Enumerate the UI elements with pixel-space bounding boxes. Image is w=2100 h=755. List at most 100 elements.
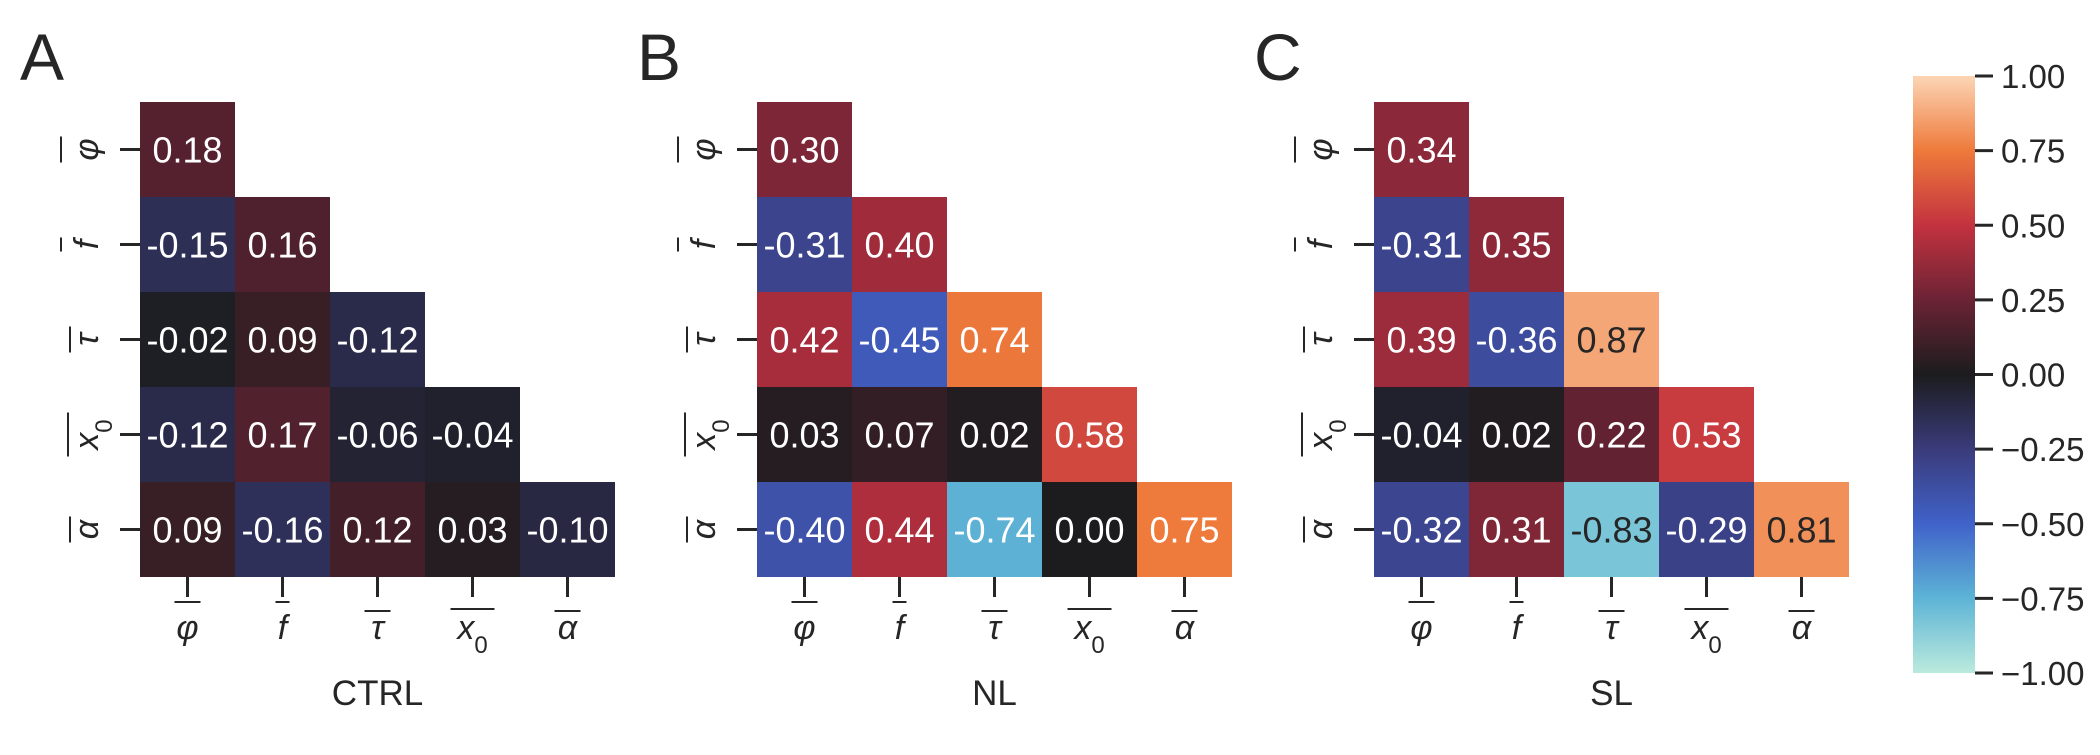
heatmap-cell	[1042, 387, 1137, 482]
x-tick-label: f	[892, 601, 908, 647]
heatmap-cell	[330, 387, 425, 482]
y-tick-label-text: α	[1302, 518, 1340, 539]
x-axis-label: CTRL	[332, 674, 423, 713]
cell-value-label: 0.87	[1576, 320, 1646, 361]
cell-value-label: -0.83	[1570, 510, 1652, 551]
heatmap-cell	[1659, 482, 1754, 577]
x-tick-label: x0	[1684, 608, 1729, 659]
x-tick-label: f	[1509, 601, 1525, 647]
heatmap-cell	[1469, 292, 1564, 387]
heatmap-cell	[852, 482, 947, 577]
x-tick-label: x0	[1067, 608, 1112, 659]
x-tick-label: α	[1171, 609, 1198, 647]
colorbar-tick-label: −0.75	[2001, 580, 2085, 617]
heatmap-cell	[235, 292, 330, 387]
colorbar: 1.00 0.75 0.50 0.25 0.00 −0.25 −0.50 −0.75 −1.00	[1913, 58, 2085, 692]
heatmap-cell	[1469, 387, 1564, 482]
cell-value-label: 0.22	[1576, 415, 1646, 456]
cell-value-label: 0.02	[1481, 415, 1551, 456]
heatmap-cell	[330, 482, 425, 577]
y-tick-label-text: τ	[68, 331, 106, 346]
x-axis-label: SL	[1590, 674, 1633, 713]
colorbar-tick-label: −0.50	[2001, 506, 2085, 543]
cell-value-label: 0.35	[1481, 225, 1551, 266]
heatmap-cell	[235, 482, 330, 577]
y-tick-label: τ	[68, 326, 106, 353]
heatmap-cell	[1374, 387, 1469, 482]
y-tick-label: f	[60, 236, 106, 252]
colorbar-tick-label: 1.00	[2001, 58, 2065, 95]
x-tick-label: φ	[1408, 601, 1435, 647]
y-tick-label-text: τ	[685, 331, 723, 346]
colorbar-tick-label: −0.25	[2001, 431, 2085, 468]
heatmap-cell	[852, 387, 947, 482]
y-tick-label-text: φ	[1302, 138, 1340, 160]
heatmap-cell	[757, 102, 852, 197]
cell-value-label: 0.58	[1054, 415, 1124, 456]
y-tick-label: φ	[677, 136, 723, 163]
heatmap-panels: A 0.18 -0.15 0.16 -0.02 0.09 -0.12 -0.12 0.17 -0.…	[20, 20, 1849, 713]
x-tick-label: f	[275, 601, 291, 647]
y-tick-label: x0	[684, 412, 735, 457]
cell-value-label: 0.31	[1481, 510, 1551, 551]
x-tick-label: α	[1788, 609, 1815, 647]
x-axis-label: NL	[972, 674, 1017, 713]
cell-value-label: 0.18	[152, 130, 222, 171]
panel-letter: C	[1254, 20, 1302, 94]
x-tick-label: α	[554, 609, 581, 647]
x-tick-label: τ	[364, 609, 391, 647]
heatmap-cell	[1137, 482, 1232, 577]
cell-value-label: 0.02	[959, 415, 1029, 456]
cell-value-label: 0.44	[864, 510, 934, 551]
x-tick-label-text: τ	[988, 609, 1003, 647]
heatmap-cell	[1374, 482, 1469, 577]
heatmap-cell	[425, 387, 520, 482]
y-tick-label-text: φ	[685, 138, 723, 160]
cell-value-label: 0.30	[769, 130, 839, 171]
heatmap-cell	[140, 102, 235, 197]
heatmap-cell	[852, 197, 947, 292]
colorbar-tick-label: 0.25	[2001, 282, 2065, 319]
panel-letter: B	[637, 20, 681, 94]
y-tick-label-text: x0	[685, 419, 735, 451]
heatmap-cell	[1564, 482, 1659, 577]
heatmap-cell	[757, 197, 852, 292]
heatmap-cell	[235, 387, 330, 482]
heatmap-cell	[140, 387, 235, 482]
y-tick-label: τ	[1302, 326, 1340, 353]
heatmap-cell	[757, 387, 852, 482]
y-tick-label-text: f	[685, 236, 723, 249]
x-tick-label-text: φ	[1410, 609, 1432, 647]
cell-value-label: -0.29	[1665, 510, 1747, 551]
x-tick-label: τ	[981, 609, 1008, 647]
y-tick-label-text: x0	[1302, 419, 1352, 451]
cell-value-label: 0.03	[437, 510, 507, 551]
heatmap-cell	[520, 482, 615, 577]
cell-value-label: 0.74	[959, 320, 1029, 361]
cell-value-label: 0.00	[1054, 510, 1124, 551]
cell-value-label: -0.02	[146, 320, 228, 361]
x-tick-label: φ	[791, 601, 818, 647]
heatmap-cell	[947, 482, 1042, 577]
y-tick-label-text: α	[685, 518, 723, 539]
cell-value-label: -0.40	[763, 510, 845, 551]
heatmap-cell	[235, 197, 330, 292]
heatmap-cell	[757, 292, 852, 387]
cell-value-label: -0.12	[146, 415, 228, 456]
cell-value-label: -0.10	[526, 510, 608, 551]
y-tick-label: φ	[60, 136, 106, 163]
x-tick-label-text: α	[1792, 609, 1813, 647]
y-tick-label: α	[1302, 516, 1340, 543]
x-tick-label: φ	[174, 601, 201, 647]
y-tick-label-text: x0	[68, 419, 118, 451]
y-tick-label: x0	[1301, 412, 1352, 457]
y-tick-label-text: φ	[68, 138, 106, 160]
heatmap-cell	[947, 387, 1042, 482]
cell-value-label: -0.04	[1380, 415, 1462, 456]
heatmap-cell	[1754, 482, 1849, 577]
x-tick-label: τ	[1598, 609, 1625, 647]
panel-b: B 0.30 -0.31 0.40 0.42 -0.45 0.74 0.03 0.07 0.02 0…	[637, 20, 1232, 713]
heatmap-cell	[1374, 102, 1469, 197]
x-tick-label-text: f	[895, 609, 908, 647]
